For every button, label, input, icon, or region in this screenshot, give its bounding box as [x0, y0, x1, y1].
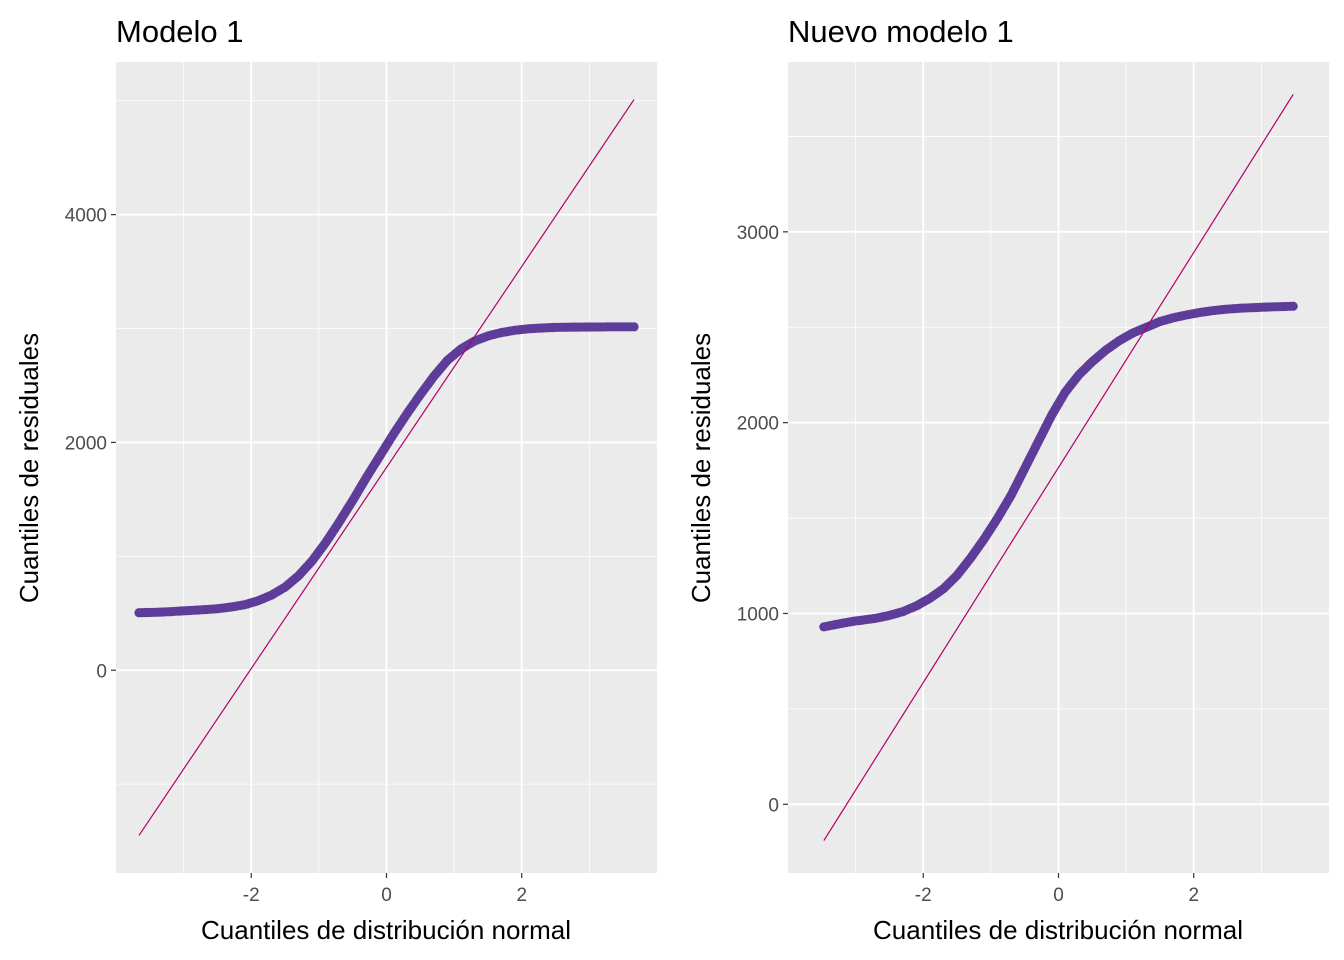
x-tick-label: 2 — [516, 885, 527, 906]
y-tick-label: 3000 — [737, 223, 779, 244]
y-tick-label: 0 — [768, 795, 779, 816]
y-axis-label: Cuantiles de residuales — [686, 333, 716, 603]
x-tick-label: -2 — [915, 885, 932, 906]
y-axis-ticks: 0 2000 4000 — [65, 206, 116, 682]
chart-panel-modelo-1: Modelo 1 -2 0 2 0 2000 4000 Cuantiles de dis… — [14, 14, 657, 945]
x-axis-label: Cuantiles de distribución normal — [873, 915, 1243, 945]
y-tick-label: 4000 — [65, 206, 107, 227]
plot-data — [134, 99, 639, 836]
x-axis-ticks: -2 0 2 — [915, 873, 1199, 906]
x-tick-label: 2 — [1188, 885, 1199, 906]
chart-panel-nuevo-modelo-1: Nuevo modelo 1 -2 0 2 0 1000 2000 3000 Cuanti… — [686, 14, 1329, 945]
x-tick-label: 0 — [1053, 885, 1064, 906]
qq-reference-line — [138, 99, 635, 836]
y-tick-label: 2000 — [65, 433, 107, 454]
y-axis-label: Cuantiles de residuales — [14, 333, 44, 603]
x-tick-label: -2 — [243, 885, 260, 906]
qq-reference-line — [823, 94, 1294, 841]
y-tick-label: 1000 — [737, 604, 779, 625]
plot-data — [819, 94, 1298, 841]
x-tick-label: 0 — [381, 885, 392, 906]
y-axis-ticks: 0 1000 2000 3000 — [737, 223, 788, 816]
y-tick-label: 2000 — [737, 414, 779, 435]
chart-title: Nuevo modelo 1 — [788, 14, 1014, 49]
data-point — [1288, 301, 1298, 311]
y-tick-label: 0 — [96, 661, 107, 682]
data-point — [629, 322, 639, 332]
x-axis-ticks: -2 0 2 — [243, 873, 527, 906]
chart-title: Modelo 1 — [116, 14, 244, 49]
x-axis-label: Cuantiles de distribución normal — [201, 915, 571, 945]
